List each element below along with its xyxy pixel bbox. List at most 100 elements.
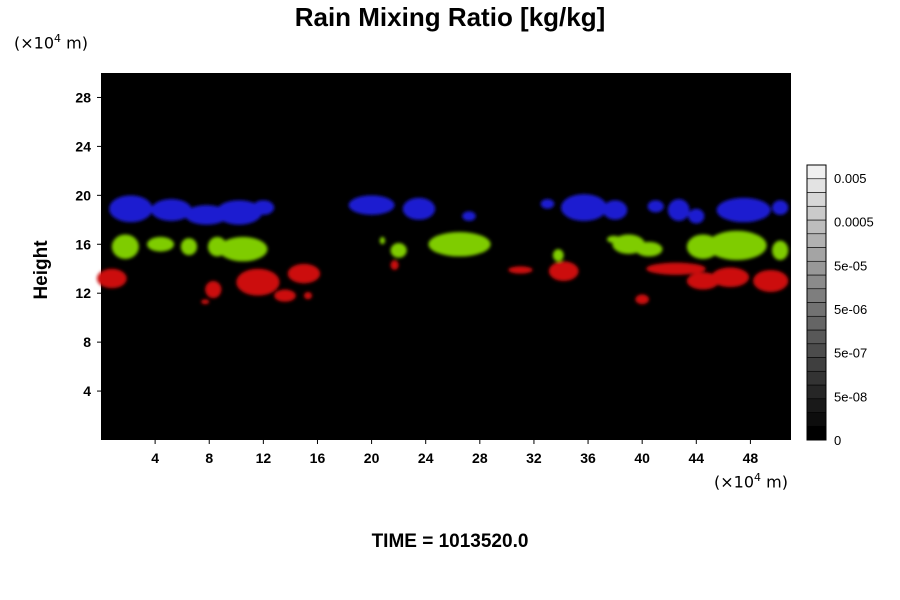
rain-cell: [716, 197, 771, 223]
colorbar-label: 5e-07: [834, 346, 867, 361]
x-tick-label: 24: [418, 450, 434, 466]
colorbar-label: 0: [834, 433, 841, 448]
rain-cell: [667, 199, 690, 222]
rain-cell: [216, 200, 262, 225]
colorbar-level: [806, 164, 827, 180]
rain-cell: [508, 266, 533, 274]
colorbar-label: 0.0005: [834, 215, 874, 230]
rain-cell: [561, 194, 607, 222]
y-tick-label: 12: [75, 285, 91, 301]
rain-cell: [602, 200, 628, 220]
rain-cell: [462, 211, 476, 222]
band-middle: [111, 230, 789, 262]
x-axis-ticks: 4 8 12 16 20 24 28 32 36 40 44 48: [151, 440, 758, 466]
rain-cell: [274, 289, 296, 302]
rain-cell: [390, 243, 407, 258]
x-tick-label: 16: [310, 450, 326, 466]
rain-cell: [303, 291, 313, 300]
colorbar-label: 5e-05: [834, 258, 867, 273]
rain-cell: [688, 208, 705, 224]
y-tick-label: 16: [75, 236, 91, 252]
rain-cell: [772, 240, 789, 261]
x-tick-label: 48: [743, 450, 759, 466]
y-tick-label: 20: [75, 187, 91, 203]
rain-cell: [711, 267, 750, 288]
colorbar-level: [806, 357, 827, 372]
x-unit-prefix: (×10: [714, 472, 755, 492]
colorbar-label: 0.005: [834, 171, 867, 186]
rain-cell: [548, 261, 579, 281]
rain-cell: [151, 199, 192, 222]
y-unit-suffix: m): [61, 33, 88, 53]
chart-title: Rain Mixing Ratio [kg/kg]: [294, 2, 606, 32]
rain-cell: [236, 268, 280, 296]
x-unit-suffix: m): [761, 472, 788, 492]
rain-cell: [205, 280, 222, 299]
colorbar-level: [806, 384, 827, 400]
colorbar-level: [806, 329, 827, 345]
colorbar-level: [806, 260, 827, 276]
rain-cell: [635, 294, 649, 305]
y-tick-label: 28: [75, 89, 91, 105]
rain-cell: [402, 197, 436, 220]
colorbar-level: [806, 412, 827, 427]
colorbar-level: [806, 233, 827, 248]
x-tick-label: 32: [526, 450, 542, 466]
rain-cell: [109, 195, 153, 223]
time-label: TIME = 1013520.0: [371, 531, 529, 552]
rain-cell: [646, 262, 706, 275]
colorbar-level: [806, 425, 827, 441]
rain-cell: [635, 241, 663, 257]
x-tick-label: 20: [364, 450, 380, 466]
x-tick-label: 12: [256, 450, 272, 466]
x-unit-exponent: 4: [754, 471, 762, 484]
y-tick-label: 4: [83, 383, 91, 399]
colorbar-label: 5e-06: [834, 302, 867, 317]
rain-cell: [111, 234, 139, 259]
rain-cell: [252, 200, 275, 215]
colorbar-level: [806, 219, 827, 235]
colorbar-level: [806, 205, 827, 221]
y-unit-prefix: (×10: [14, 33, 55, 53]
x-tick-label: 44: [689, 450, 705, 466]
colorbar-level: [806, 192, 827, 207]
rain-cell: [686, 272, 720, 290]
rain-cell: [753, 269, 789, 292]
rain-cell: [287, 263, 321, 284]
rain-cell: [428, 232, 491, 257]
rain-cell: [772, 200, 789, 215]
y-axis-unit: (×104 m): [14, 32, 88, 52]
rain-field-layer: [96, 194, 789, 305]
rain-cell: [348, 195, 395, 215]
colorbar-level: [806, 302, 827, 317]
colorbar-level: [806, 370, 827, 386]
colorbar-level: [806, 398, 827, 413]
colorbar-level: [806, 315, 827, 331]
rain-cell: [218, 236, 268, 262]
colorbar: 0 5e-08 5e-07 5e-06 5e-05 0.0005 0.005: [806, 164, 874, 448]
x-axis-unit: (×104 m): [714, 471, 788, 491]
rain-cell: [96, 268, 127, 289]
colorbar-level: [806, 274, 827, 290]
x-tick-label: 4: [151, 450, 159, 466]
rain-cell: [147, 236, 175, 252]
band-upper: [109, 194, 789, 225]
colorbar-level: [806, 247, 827, 262]
x-tick-label: 8: [205, 450, 213, 466]
rain-cell: [201, 299, 210, 305]
x-tick-label: 36: [580, 450, 596, 466]
rain-cell: [379, 236, 386, 245]
colorbar-label: 5e-08: [834, 389, 867, 404]
rain-cell: [707, 230, 767, 261]
colorbar-level: [806, 343, 827, 358]
y-tick-label: 8: [83, 334, 91, 350]
colorbar-level: [806, 288, 827, 303]
colorbar-frame: [806, 164, 827, 441]
y-unit-exponent: 4: [54, 32, 62, 45]
y-axis-ticks: 4 8 12 16 20 24 28: [75, 89, 101, 399]
plot-area: [101, 73, 791, 440]
colorbar-level: [806, 178, 827, 193]
rain-cell: [647, 200, 664, 213]
rain-cell: [390, 260, 399, 270]
